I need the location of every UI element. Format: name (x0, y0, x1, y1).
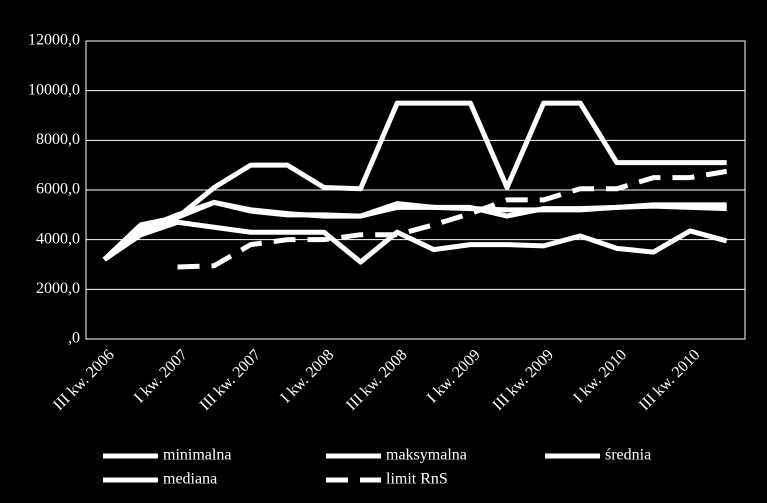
x-tick-label: III kw. 2008 (343, 346, 411, 414)
x-tick-label: I kw. 2010 (570, 346, 630, 406)
y-tick-label: 10000,0 (28, 81, 80, 98)
x-tick-label: I kw. 2008 (277, 346, 337, 406)
y-tick-label: 6000,0 (36, 181, 80, 198)
y-tick-label: 8000,0 (36, 131, 80, 148)
legend-label: średnia (605, 447, 651, 464)
y-tick-label: 4000,0 (36, 230, 80, 247)
y-tick-label: ,0 (68, 330, 80, 347)
y-tick-label: 12000,0 (28, 32, 80, 49)
legend-label: maksymalna (386, 447, 467, 464)
series-line (102, 199, 727, 262)
x-tick-label: I kw. 2009 (424, 346, 484, 406)
y-tick-label: 2000,0 (36, 280, 80, 297)
x-tick-label: III kw. 2010 (636, 346, 704, 414)
legend-label: minimalna (163, 447, 231, 464)
legend-label: mediana (163, 471, 217, 488)
x-tick-label: III kw. 2009 (490, 346, 558, 414)
x-tick-label: III kw. 2006 (50, 346, 118, 414)
series-line (102, 100, 727, 262)
series-line (177, 168, 728, 270)
x-tick-label: III kw. 2007 (197, 346, 265, 414)
x-tick-label: I kw. 2007 (131, 346, 191, 406)
legend-label: limit RnS (386, 471, 448, 488)
series-line (102, 219, 728, 265)
